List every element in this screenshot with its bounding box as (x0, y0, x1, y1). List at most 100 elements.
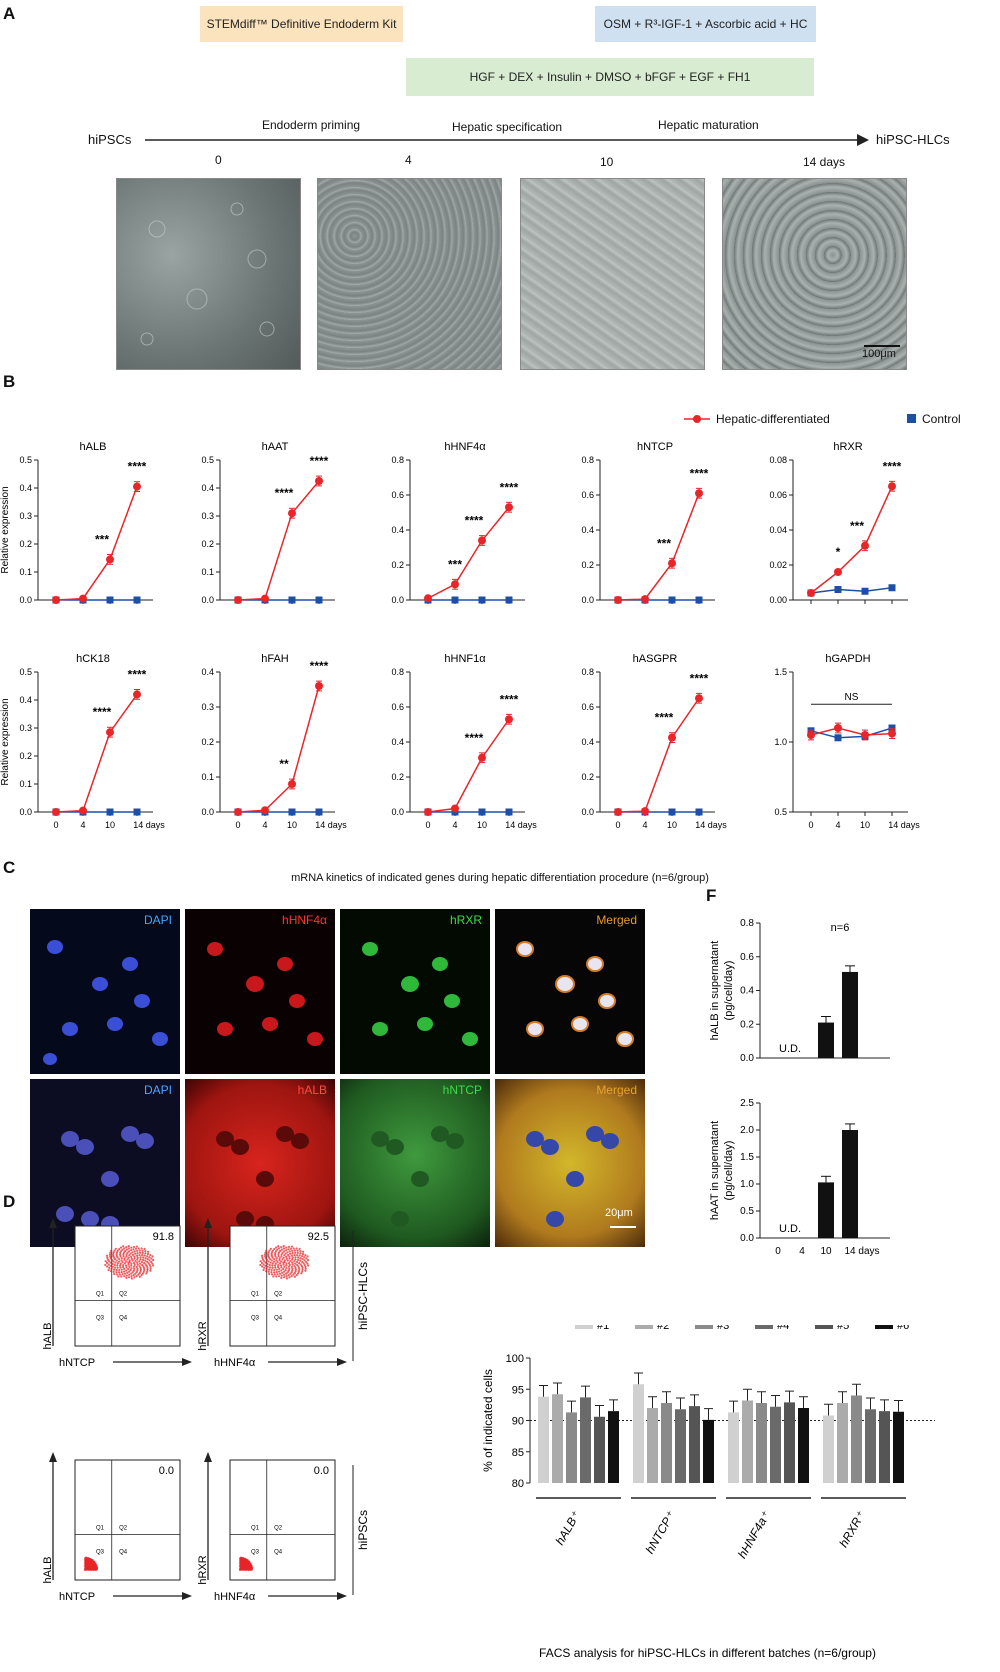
y-tick-label: 0.8 (581, 667, 594, 677)
y-tick-label: 0.5 (740, 1206, 754, 1217)
event-dot (118, 1273, 121, 1276)
y-tick-label: 0.04 (769, 525, 787, 535)
quadrant-label: Q2 (119, 1292, 128, 1298)
f-chart-1: 0.0 0.5 1.0 1.5 2.0 2.5 hAAT in supernatant (pg… (709, 1098, 890, 1257)
scale-bar-a-label: 100μm (862, 348, 896, 360)
event-dot (301, 1250, 305, 1253)
control-point (505, 596, 513, 604)
event-dot (130, 1262, 133, 1265)
event-dot (298, 1261, 301, 1265)
event-dot (117, 1257, 121, 1261)
event-dot (152, 1264, 155, 1267)
event-dot (123, 1267, 126, 1270)
event-dot (287, 1265, 290, 1268)
event-dot (271, 1262, 274, 1265)
legend-label: #1 (597, 1325, 609, 1332)
scale-bar-a (864, 345, 900, 347)
control-point (478, 808, 486, 816)
x-tick-label: 0 (775, 1246, 781, 1257)
bar (647, 1408, 658, 1483)
event-dot (128, 1259, 131, 1262)
control-point (315, 808, 323, 816)
event-dot (112, 1260, 115, 1263)
event-dot (150, 1260, 153, 1264)
hepatic-point (424, 594, 432, 603)
hepatic-point (315, 682, 323, 690)
if-label-merged-2: Merged (596, 1083, 637, 1097)
panel-letter-b: B (3, 372, 16, 391)
event-dot (141, 1263, 144, 1267)
x-arrowhead (337, 1358, 347, 1366)
x-tick-label: 0 (615, 820, 620, 830)
chart-title: hAAT (262, 441, 289, 453)
bar (879, 1411, 890, 1483)
event-dot (273, 1268, 276, 1272)
event-dot (133, 1276, 136, 1279)
event-dot (282, 1256, 285, 1259)
event-dot (146, 1250, 150, 1253)
quadrant-label: Q4 (274, 1550, 283, 1556)
event-dot (91, 1559, 94, 1562)
event-dot (293, 1254, 296, 1257)
micrograph-day4 (317, 178, 502, 370)
event-dot (261, 1265, 264, 1268)
event-dot (251, 1566, 254, 1569)
bar (823, 1415, 834, 1483)
y-tick-label: 0.1 (19, 567, 32, 577)
line-chart-8: hASGPR 0.0 0.2 0.4 0.6 0.8 0 4 10 14 days **** **** (581, 653, 727, 830)
y-tick-label: 0.6 (391, 702, 404, 712)
event-dot (276, 1273, 279, 1276)
chart-title: hRXR (833, 441, 862, 453)
event-dot (281, 1271, 284, 1274)
event-dot (119, 1262, 122, 1265)
event-dot (87, 1557, 90, 1560)
event-dot (298, 1267, 301, 1270)
event-dot (134, 1272, 137, 1275)
control-point (478, 596, 486, 604)
event-dot (240, 1556, 243, 1559)
event-dot (278, 1275, 281, 1278)
event-dot (280, 1266, 283, 1269)
y-tick-label: 0.0 (19, 807, 32, 817)
event-dot (114, 1261, 117, 1264)
event-dot (120, 1257, 123, 1260)
event-dot (287, 1245, 291, 1249)
event-dot (268, 1249, 271, 1252)
event-dot (282, 1247, 286, 1250)
hepatic-point (451, 580, 459, 589)
event-dot (123, 1257, 126, 1260)
event-dot (122, 1265, 125, 1269)
event-dot (127, 1263, 130, 1266)
y-tick-label: 80 (512, 1478, 524, 1490)
x-tick-label: 10 (477, 820, 487, 830)
event-dot (123, 1270, 126, 1273)
significance-label: ** (279, 757, 289, 771)
event-dot (283, 1270, 286, 1273)
percent-value: 0.0 (314, 1465, 329, 1477)
event-dot (119, 1250, 123, 1253)
event-dot (144, 1252, 147, 1255)
event-dot (288, 1276, 291, 1279)
y-tick-label: 0.3 (201, 702, 214, 712)
y-tick-label: 0.8 (740, 918, 754, 929)
event-dot (125, 1269, 128, 1272)
event-dot (288, 1263, 291, 1266)
event-dot (128, 1270, 131, 1273)
event-dot (138, 1249, 141, 1252)
event-dot (291, 1261, 294, 1264)
event-dot (107, 1263, 110, 1266)
event-dot (269, 1266, 272, 1269)
event-dot (277, 1263, 280, 1267)
hepatic-point (861, 541, 869, 550)
event-dot (264, 1261, 267, 1264)
event-dot (122, 1245, 125, 1248)
event-dot (307, 1258, 310, 1262)
control-line (810, 727, 893, 739)
event-dot (128, 1273, 131, 1276)
legend-swatch (755, 1325, 773, 1329)
hepatic-point (834, 724, 842, 732)
event-dot (130, 1267, 133, 1270)
y-tick-label: 0.4 (19, 483, 32, 493)
chart-title: hHNF4α (444, 441, 486, 453)
n-annotation: n=6 (831, 922, 850, 934)
